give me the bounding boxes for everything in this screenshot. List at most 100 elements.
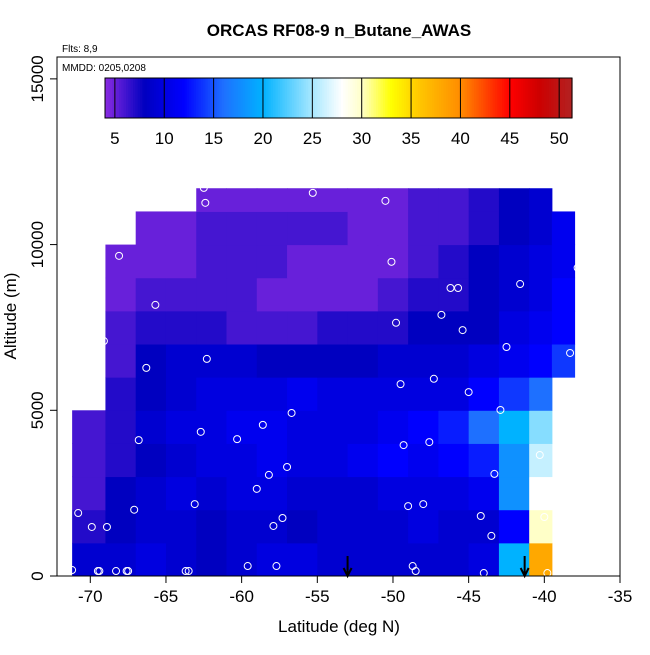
colorbar-swatch [275,78,279,118]
x-tick-label: -40 [532,587,557,606]
observation [95,567,104,576]
heat-cell [438,410,470,444]
heat-cell [196,377,228,411]
observation [112,567,121,576]
heat-cell [438,244,470,279]
colorbar-swatch [401,78,405,118]
heat-cell [377,310,409,345]
heat-cell [105,310,137,345]
colorbar-swatch [389,78,393,118]
colorbar-swatch [130,78,134,118]
heat-cell [135,509,167,544]
heat-cell [256,188,288,212]
heat-cell [226,211,258,246]
colorbar-swatch [121,78,125,118]
observation [102,522,111,531]
colorbar-swatch [312,78,316,118]
heat-cell [196,277,228,312]
colorbar-swatch [235,78,239,118]
observation [272,562,281,571]
heat-cell [287,377,318,411]
colorbar-swatch [415,78,419,118]
heat-cell [196,476,228,511]
heat-cell [317,244,349,279]
heat-cell [226,344,258,378]
heat-cell [226,244,258,279]
colorbar-swatch [448,78,452,118]
colorbar-swatch [513,78,517,118]
colorbar-swatch [562,78,566,118]
heat-cell [105,542,137,577]
heat-cell [317,542,349,577]
x-tick-label: -50 [381,587,406,606]
colorbar-swatch [266,78,270,118]
colorbar-swatch [189,78,192,118]
colorbar-tick-label: 40 [451,129,470,148]
colorbar-swatch [140,78,143,118]
colorbar-swatch [263,78,267,118]
colorbar-swatch [380,78,384,118]
colorbar-swatch [338,78,342,118]
colorbar-swatch [550,78,554,118]
colorbar-swatch [499,78,503,118]
colorbar-swatch [378,78,382,118]
heat-cell [551,211,576,246]
observation [202,354,211,363]
heat-cell [135,211,167,246]
x-tick-label: -70 [78,587,103,606]
heat-cell [468,244,500,279]
colorbar-swatch [315,78,319,118]
colorbar-swatch [569,78,573,118]
observation [243,562,252,571]
heat-cell [529,188,553,212]
colorbar-swatch [228,78,232,118]
colorbar-swatch [473,78,477,118]
heat-cell [105,410,137,444]
colorbar-swatch [109,78,113,118]
observation [411,567,420,576]
colorbar-swatch [259,78,263,118]
colorbar-swatch [303,78,307,118]
colorbar-swatch [410,78,414,118]
colorbar-swatch [536,78,540,118]
colorbar-swatch [352,78,356,118]
heat-cell [438,377,470,411]
heat-cell [347,244,379,279]
heat-cell [165,443,197,478]
colorbar-swatch [193,78,197,118]
heat-cell [408,244,439,279]
heat-cell [468,410,500,444]
colorbar-swatch [354,78,358,118]
heat-cell [498,476,530,511]
heat-cell [105,443,137,478]
heat-cell [498,509,530,544]
colorbar-swatch [137,78,141,118]
colorbar-swatch [214,78,218,118]
heat-cell [408,443,439,478]
heat-cell [72,443,106,478]
heat-cell [438,476,470,511]
colorbar-swatch [219,78,223,118]
heat-cell [347,410,379,444]
heat-cell [165,476,197,511]
colorbar-swatch [240,78,244,118]
heat-cell [468,476,500,511]
heat-cell [135,277,167,312]
colorbar-swatch [247,78,251,118]
heat-cell [529,377,553,411]
colorbar-swatch [564,78,568,118]
heat-cell [529,244,553,279]
heat-cell [529,211,553,246]
colorbar-swatch [387,78,391,118]
colorbar-swatch [424,78,428,118]
observation [287,408,296,417]
colorbar-swatch [504,78,508,118]
x-tick-label: -35 [608,587,633,606]
colorbar-swatch [438,78,442,118]
colorbar-swatch [186,78,190,118]
colorbar-swatch [392,78,396,118]
heat-cell [377,188,409,212]
colorbar-swatch [308,78,312,118]
plot-frame [56,56,621,577]
heat-cell [196,542,228,577]
